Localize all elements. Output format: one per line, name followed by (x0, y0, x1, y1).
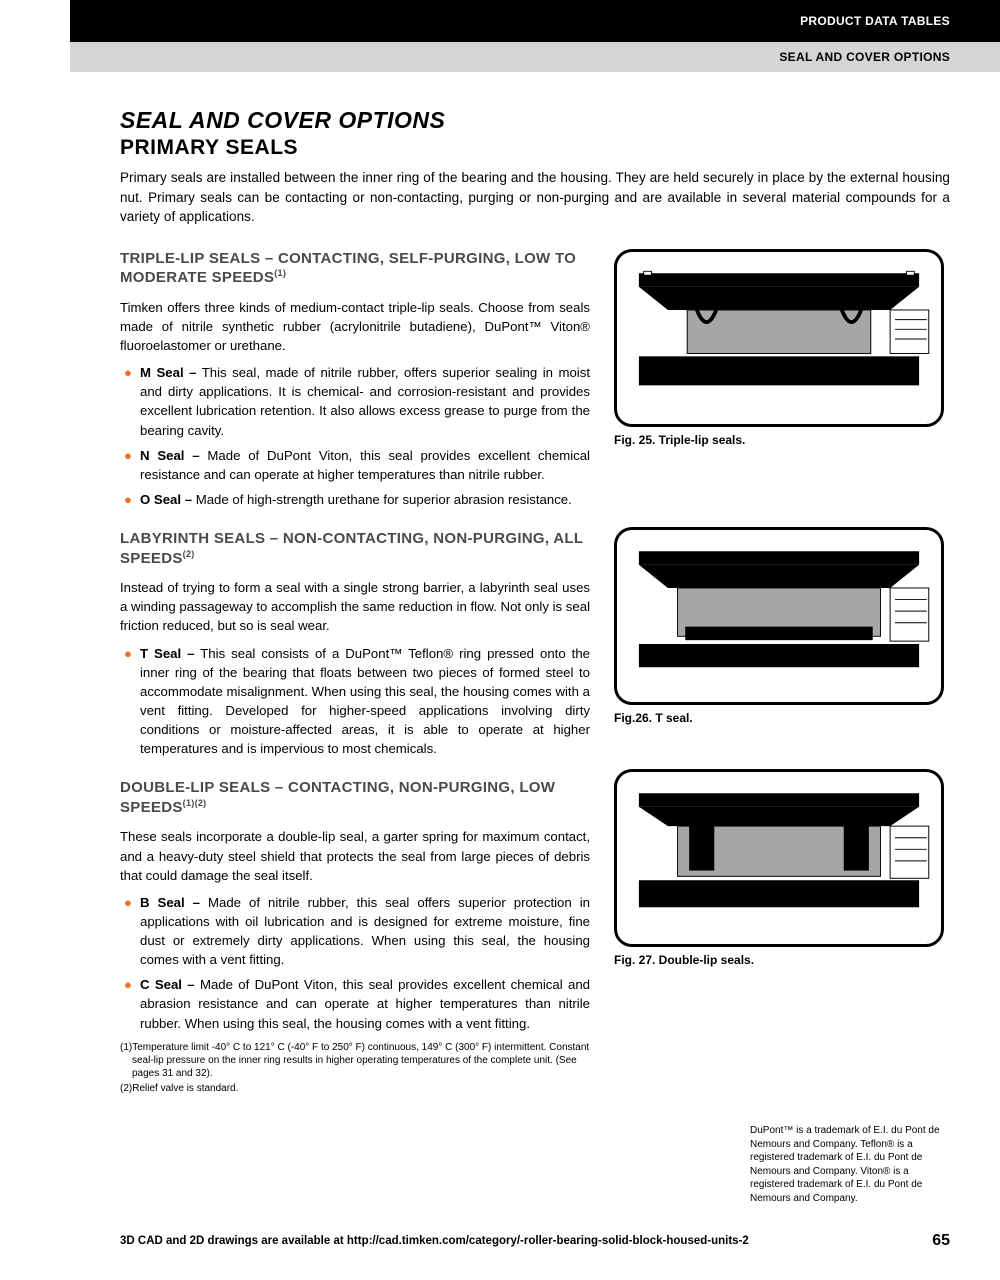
list-item: M Seal – This seal, made of nitrile rubb… (120, 363, 590, 440)
footnote: (1)Temperature limit -40° C to 121° C (-… (120, 1041, 590, 1080)
page-footer: 3D CAD and 2D drawings are available at … (120, 1232, 950, 1250)
subtitle: PRIMARY SEALS (120, 136, 950, 160)
figure-triple-lip: Fig. 25. Triple-lip seals. (614, 249, 950, 447)
figure-caption: Fig. 25. Triple-lip seals. (614, 433, 950, 447)
left-column: TRIPLE-LIP SEALS – CONTACTING, SELF-PURG… (120, 249, 590, 1097)
section-desc-triple-lip: Timken offers three kinds of medium-cont… (120, 298, 590, 355)
figure-t-seal: Fig.26. T seal. (614, 527, 950, 725)
figure-caption: Fig.26. T seal. (614, 711, 950, 725)
header-sub-label: SEAL AND COVER OPTIONS (779, 50, 950, 64)
trademark-notice: DuPont™ is a trademark of E.I. du Pont d… (750, 1124, 950, 1205)
page-number: 65 (932, 1232, 950, 1250)
list-item: B Seal – Made of nitrile rubber, this se… (120, 893, 590, 970)
main-title: SEAL AND COVER OPTIONS (120, 107, 950, 134)
seal-list-triple-lip: M Seal – This seal, made of nitrile rubb… (120, 363, 590, 509)
list-item: T Seal – This seal consists of a DuPont™… (120, 644, 590, 759)
footnotes: (1)Temperature limit -40° C to 121° C (-… (120, 1041, 590, 1095)
seal-list-labyrinth: T Seal – This seal consists of a DuPont™… (120, 644, 590, 759)
section-desc-double-lip: These seals incorporate a double-lip sea… (120, 827, 590, 884)
section-title-triple-lip: TRIPLE-LIP SEALS – CONTACTING, SELF-PURG… (120, 249, 590, 288)
figure-double-lip: Fig. 27. Double-lip seals. (614, 769, 950, 967)
list-item: N Seal – Made of DuPont Viton, this seal… (120, 446, 590, 484)
seal-list-double-lip: B Seal – Made of nitrile rubber, this se… (120, 893, 590, 1033)
seal-diagram-icon (614, 769, 944, 947)
intro-paragraph: Primary seals are installed between the … (120, 168, 950, 227)
list-item: C Seal – Made of DuPont Viton, this seal… (120, 975, 590, 1032)
section-title-double-lip: DOUBLE-LIP SEALS – CONTACTING, NON-PURGI… (120, 778, 590, 817)
section-title-labyrinth: LABYRINTH SEALS – NON-CONTACTING, NON-PU… (120, 529, 590, 568)
two-column-layout: TRIPLE-LIP SEALS – CONTACTING, SELF-PURG… (120, 249, 950, 1097)
header-black-bar: PRODUCT DATA TABLES (70, 0, 1000, 42)
seal-diagram-icon (614, 527, 944, 705)
seal-diagram-icon (614, 249, 944, 427)
page-content: SEAL AND COVER OPTIONS PRIMARY SEALS Pri… (0, 72, 1000, 1097)
figure-caption: Fig. 27. Double-lip seals. (614, 953, 950, 967)
footer-text: 3D CAD and 2D drawings are available at … (120, 1235, 749, 1247)
footnote: (2)Relief valve is standard. (120, 1082, 590, 1095)
right-column: Fig. 25. Triple-lip seals. Fig.26. T se (614, 249, 950, 1097)
list-item: O Seal – Made of high-strength urethane … (120, 490, 590, 509)
section-desc-labyrinth: Instead of trying to form a seal with a … (120, 578, 590, 635)
header-gray-bar: SEAL AND COVER OPTIONS (70, 42, 1000, 72)
header-top-label: PRODUCT DATA TABLES (800, 14, 950, 28)
